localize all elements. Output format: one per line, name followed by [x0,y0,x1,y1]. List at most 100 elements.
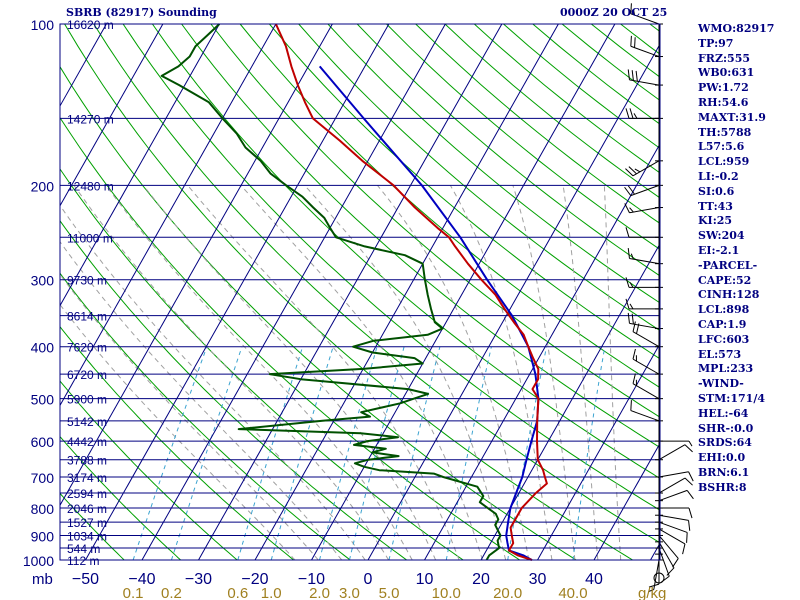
temperature-tick: −50 [72,571,99,588]
index-item: LCL:959 [698,155,750,169]
wind-barb [632,383,660,400]
wind-barb-flag [627,185,635,195]
plot-frame [59,23,661,561]
wind-barb [658,528,686,545]
chart-valid-time: 0000Z 20 OCT 25 [560,6,668,19]
wind-barb [632,358,660,375]
dry-adiabat [59,493,125,561]
moist-adiabat [59,205,366,561]
index-item: WB0:631 [698,66,755,80]
index-item: HEL:-64 [698,406,749,420]
dry-adiabat [59,66,577,561]
wind-barb [658,547,670,577]
wind-barb [630,13,660,25]
wind-barb [658,541,675,569]
mixing-ratio-tick: 40.0 [558,585,587,600]
pressure-label: 1000 [23,553,54,569]
index-item: STM:171/4 [698,391,765,405]
temperature-tick: 20 [472,571,490,588]
calm-wind-circle [653,572,665,584]
wind-barb-flag [631,313,634,325]
wind-barb-flag [624,203,630,213]
wind-barb-flag [625,277,630,288]
wind-barb-flag [629,303,634,310]
height-label: 12480 m [67,179,114,193]
temperature-tick: 40 [585,571,603,588]
temperature-tick: −20 [241,571,268,588]
mixing-ratio-tick: 3.0 [339,585,360,600]
wind-barb-flag [627,69,630,80]
mixing-ratio-line [132,346,208,561]
index-item: SHR-:0.0 [698,421,754,435]
parcel-line [318,65,540,561]
wind-barb-flag [630,35,632,47]
isotherm [198,23,503,561]
temperature-line [274,23,548,561]
height-label: 16620 m [67,18,114,32]
pressure-unit-label: mb [32,571,53,588]
index-item: SW:204 [698,229,745,243]
index-item: LI:-0.2 [698,169,739,183]
mixing-ratio-tick: 0.1 [123,585,144,600]
height-label: 1527 m [67,516,107,530]
dry-adiabat [210,23,661,418]
wind-barb-flag [632,348,636,360]
index-item: CINH:128 [698,288,760,302]
wind-barb-flag [688,440,693,447]
mixing-ratio-line [170,346,243,561]
mixing-ratio-tick: 10.0 [432,585,461,600]
index-item: WMO:82917 [698,22,775,35]
index-item: PW:1.72 [698,81,749,95]
dry-adiabat [122,23,661,511]
temperature-tick: −30 [185,571,212,588]
index-item: -WIND- [698,377,744,391]
wind-barb-flag [686,532,688,543]
pressure-label: 700 [31,470,55,486]
wind-barb [629,257,660,265]
wind-barb-flag [684,444,693,453]
height-label: 14270 m [67,112,114,126]
wind-barb-flag [625,227,630,238]
wind-barb-flag [624,186,632,196]
height-label: 2594 m [67,487,107,501]
mixing-ratio-line [319,346,378,561]
wind-barb [632,160,660,177]
wind-barb-flag [625,298,630,310]
moist-adiabat [59,241,343,561]
dry-adiabat [590,23,661,78]
isotherm [59,23,107,107]
isotherm [59,23,164,207]
pressure-label: 800 [31,501,55,517]
pressure-label: 600 [31,434,55,450]
dry-adiabat [59,273,351,561]
wind-barb-flag [688,471,694,482]
height-label: 2046 m [67,502,107,516]
dry-adiabat [59,220,407,561]
height-label: 4442 m [67,435,107,449]
wind-barb-flag [684,477,693,486]
wind-barbs [624,3,694,593]
isotherm [59,23,333,506]
mixing-ratio-unit-label: g/kg [638,585,666,600]
wind-barb-flag [628,166,637,175]
wind-barb-flag [648,583,660,588]
moist-adiabat [59,304,296,561]
temperature-tick: 0 [364,571,373,588]
wind-barb-flag [635,70,638,82]
wind-barb [658,514,689,521]
height-label: 8614 m [67,310,107,324]
moist-adiabat [603,185,622,561]
pressure-label: 400 [31,340,55,356]
wind-barb-flag [630,253,634,260]
temperature-tick: 30 [529,571,547,588]
dry-adiabat [59,168,464,561]
wind-barb-flag [666,567,675,576]
wind-barb [658,535,679,559]
wind-barb [629,79,660,86]
wind-barb-flag [688,520,691,531]
wind-barb [630,184,660,197]
index-item: RH:54.6 [698,95,749,109]
index-item: FRZ:555 [698,51,751,65]
